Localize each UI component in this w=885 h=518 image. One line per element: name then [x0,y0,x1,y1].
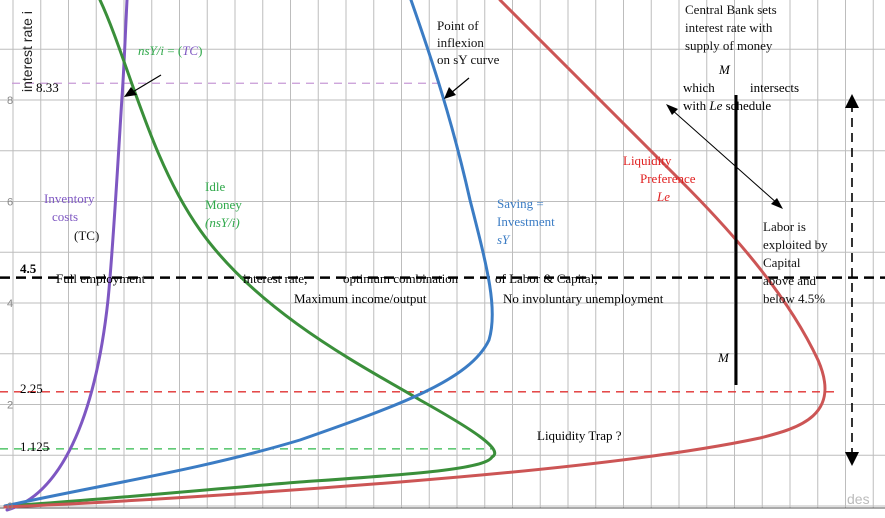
y-tick-label: 8 [7,95,13,107]
with-le-part-b: Le [708,98,722,113]
curve-tc [5,0,129,512]
saving-line-2: Investment [497,214,555,229]
saving-note: Saving = Investment sY [497,196,558,247]
curves [3,0,827,512]
labor-line-1: Labor is [763,219,806,234]
liquidity-line-3: Le [656,189,670,204]
y-ticks: 0 2 4 6 8 [7,95,13,513]
idle-money-note: Idle Money (nsY/i) [205,179,245,230]
money-supply-top-label: M [718,62,731,77]
tc-eq-part-d: ) [198,43,202,58]
no-involuntary-text: No involuntary unemployment [503,291,664,306]
watermark: des [847,491,870,507]
level-label-8.33: 8.33 [36,80,59,95]
diagonal-arrowhead-b [771,198,783,209]
which-word: which [683,80,715,95]
saving-line-3: sY [497,232,511,247]
inventory-line-1: Inventory [44,191,95,206]
inflexion-line-3: on sY curve [437,52,500,67]
central-bank-line-1: Central Bank sets [685,2,777,17]
central-bank-note: Central Bank sets interest rate with sup… [685,2,780,53]
inflexion-pointer-arrow [450,77,470,94]
with-le-part-c: schedule [722,98,771,113]
central-bank-line-3: supply of money [685,38,773,53]
tc-pointer-arrow [130,74,162,94]
tc-eq-part-a: nsY/i [138,43,164,58]
y-tick-label: 6 [7,197,13,209]
level-label-4.5: 4.5 [20,261,37,276]
liquidity-trap-text: Liquidity Trap ? [537,428,622,443]
inventory-line-3: (TC) [74,228,99,243]
saving-line-1: Saving = [497,196,544,211]
level-label-1.125: 1.125 [20,439,49,454]
idle-line-1: Idle [205,179,225,194]
idle-line-3: (nsY/i) [205,215,240,230]
intersects-word: intersects [750,80,799,95]
curve-le [3,0,827,509]
arrows [124,74,859,466]
marked-levels [0,82,885,450]
labor-line-2: exploited by [763,237,828,252]
full-employment-text: Full employment [56,271,146,286]
level-label-2.25: 2.25 [20,381,43,396]
tc-eq-part-c: TC [182,43,198,58]
inflexion-note: Point of inflexion on sY curve [437,18,500,67]
labor-capital-text: of Labor & Capital; [495,271,598,286]
y-tick-label: 0 [7,501,13,513]
curve-sy [3,0,494,508]
liquidity-line-2: Preference [640,171,696,186]
central-bank-line-2: interest rate with [685,20,773,35]
curve-idle [3,0,497,508]
with-le-schedule: with Le schedule [683,98,771,113]
arrowhead-down [845,452,859,466]
interest-rate-text: interest rate; [243,271,308,286]
inflexion-line-2: inflexion [437,35,484,50]
money-supply-bottom-label: M [717,350,730,365]
y-axis-label: interest rate i [19,11,35,92]
optimum-text: optimum combination [343,271,459,286]
y-tick-label: 4 [7,298,13,310]
with-le-part-a: with [683,98,709,113]
max-income-text: Maximum income/output [294,291,427,306]
labor-note: Labor is exploited by Capital above and … [763,219,831,306]
inflexion-line-1: Point of [437,18,479,33]
inflexion-pointer-arrowhead [444,87,456,99]
tc-equation: nsY/i = (TC) [138,43,202,58]
labor-line-5: below 4.5% [763,291,825,306]
tc-eq-part-b: = ( [164,43,182,58]
y-tick-label: 2 [7,400,13,412]
idle-line-2: Money [205,197,242,212]
diagonal-arrowhead-a [666,104,678,115]
arrowhead-up [845,94,859,108]
tc-pointer-arrowhead [124,87,137,97]
liquidity-note: Liquidity Preference Le [623,153,699,204]
labor-line-3: Capital [763,255,801,270]
labor-line-4: above and [763,273,817,288]
liquidity-line-1: Liquidity [623,153,672,168]
diagonal-double-arrow [670,108,779,205]
inventory-line-2: costs [52,209,78,224]
inventory-costs-note: Inventory costs (TC) [44,191,99,243]
